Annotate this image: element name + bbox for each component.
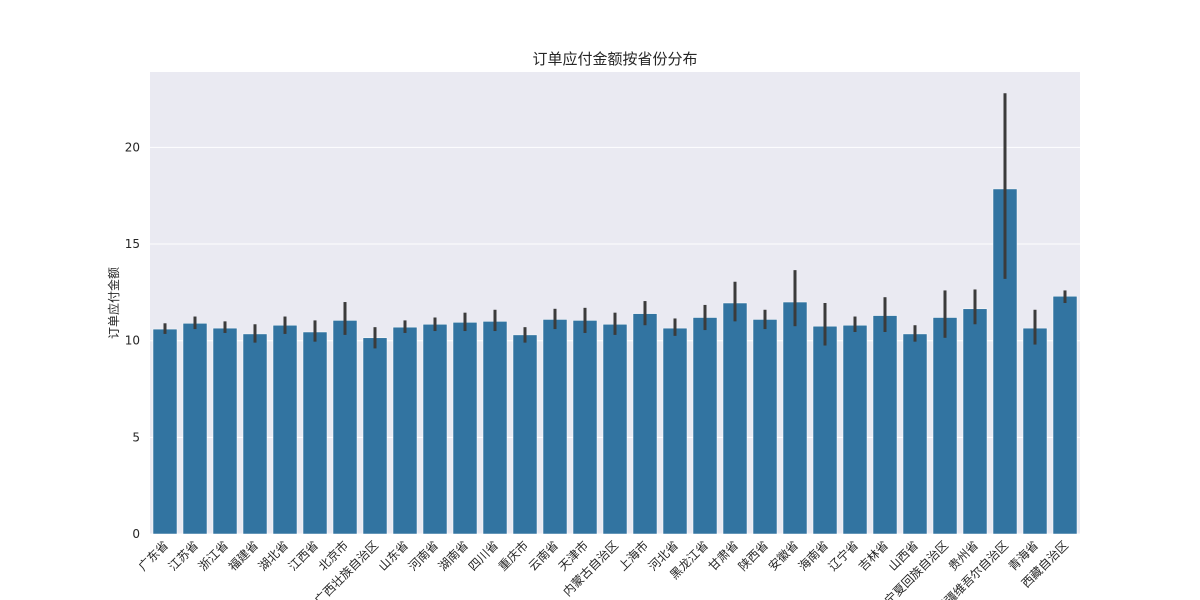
- bar: [1052, 295, 1078, 535]
- bar: [452, 322, 478, 535]
- bar: [752, 319, 778, 535]
- bar: [722, 302, 748, 535]
- bar: [512, 334, 538, 535]
- bar: [272, 324, 298, 535]
- bar: [782, 301, 808, 535]
- y-tick-label: 5: [132, 430, 140, 444]
- y-tick-label: 0: [132, 527, 140, 541]
- bar: [842, 324, 868, 535]
- x-tick-label: 广东省: [136, 538, 171, 573]
- bar: [482, 321, 508, 535]
- x-tick-label: 安徽省: [765, 538, 801, 574]
- x-tick-label: 江苏省: [166, 538, 201, 573]
- y-tick-label: 10: [125, 334, 140, 348]
- bar: [182, 323, 208, 535]
- bar: [932, 317, 958, 535]
- x-tick-label: 海南省: [795, 538, 831, 574]
- y-axis-label: 订单应付金额: [106, 267, 121, 339]
- y-axis-ticks: 0 5 10 15 20: [125, 140, 140, 541]
- bar: [392, 326, 418, 535]
- x-axis-ticks: 广东省江苏省浙江省福建省湖北省江西省北京市广西壮族自治区山东省河南省湖南省四川省…: [136, 538, 1071, 600]
- bar: [152, 328, 178, 535]
- x-tick-label: 四川省: [466, 538, 501, 573]
- x-tick-label: 浙江省: [196, 538, 231, 573]
- x-tick-label: 辽宁省: [825, 538, 861, 574]
- bar: [962, 308, 988, 535]
- bar: [542, 319, 568, 535]
- y-tick-label: 15: [125, 237, 140, 251]
- x-tick-label: 重庆市: [495, 538, 531, 574]
- bar: [662, 327, 688, 535]
- x-tick-label: 吉林省: [856, 538, 891, 573]
- bar: [602, 324, 628, 535]
- bar: [872, 315, 898, 535]
- bar: [332, 320, 358, 535]
- bars: [152, 188, 1078, 535]
- x-tick-label: 上海市: [615, 538, 651, 574]
- x-tick-label: 湖南省: [435, 538, 471, 574]
- x-tick-label: 陕西省: [735, 538, 771, 574]
- x-tick-label: 江西省: [286, 538, 321, 573]
- x-tick-label: 河南省: [405, 538, 441, 574]
- x-tick-label: 福建省: [225, 538, 261, 574]
- bar: [212, 327, 238, 535]
- bar: [302, 331, 328, 535]
- x-tick-label: 甘肃省: [706, 538, 741, 573]
- x-tick-label: 云南省: [525, 538, 561, 574]
- bar: [632, 313, 658, 535]
- bar: [572, 320, 598, 535]
- bar: [1022, 327, 1048, 535]
- error-bars: [163, 93, 1067, 349]
- x-tick-label: 湖北省: [255, 538, 291, 574]
- bar: [812, 325, 838, 535]
- bar: [902, 333, 928, 535]
- bar: [422, 324, 448, 535]
- x-tick-label: 山东省: [376, 538, 411, 573]
- bar: [242, 333, 268, 535]
- chart-title: 订单应付金额按省份分布: [532, 50, 697, 68]
- bar: [362, 337, 388, 535]
- y-tick-label: 20: [125, 140, 140, 154]
- bar: [692, 317, 718, 535]
